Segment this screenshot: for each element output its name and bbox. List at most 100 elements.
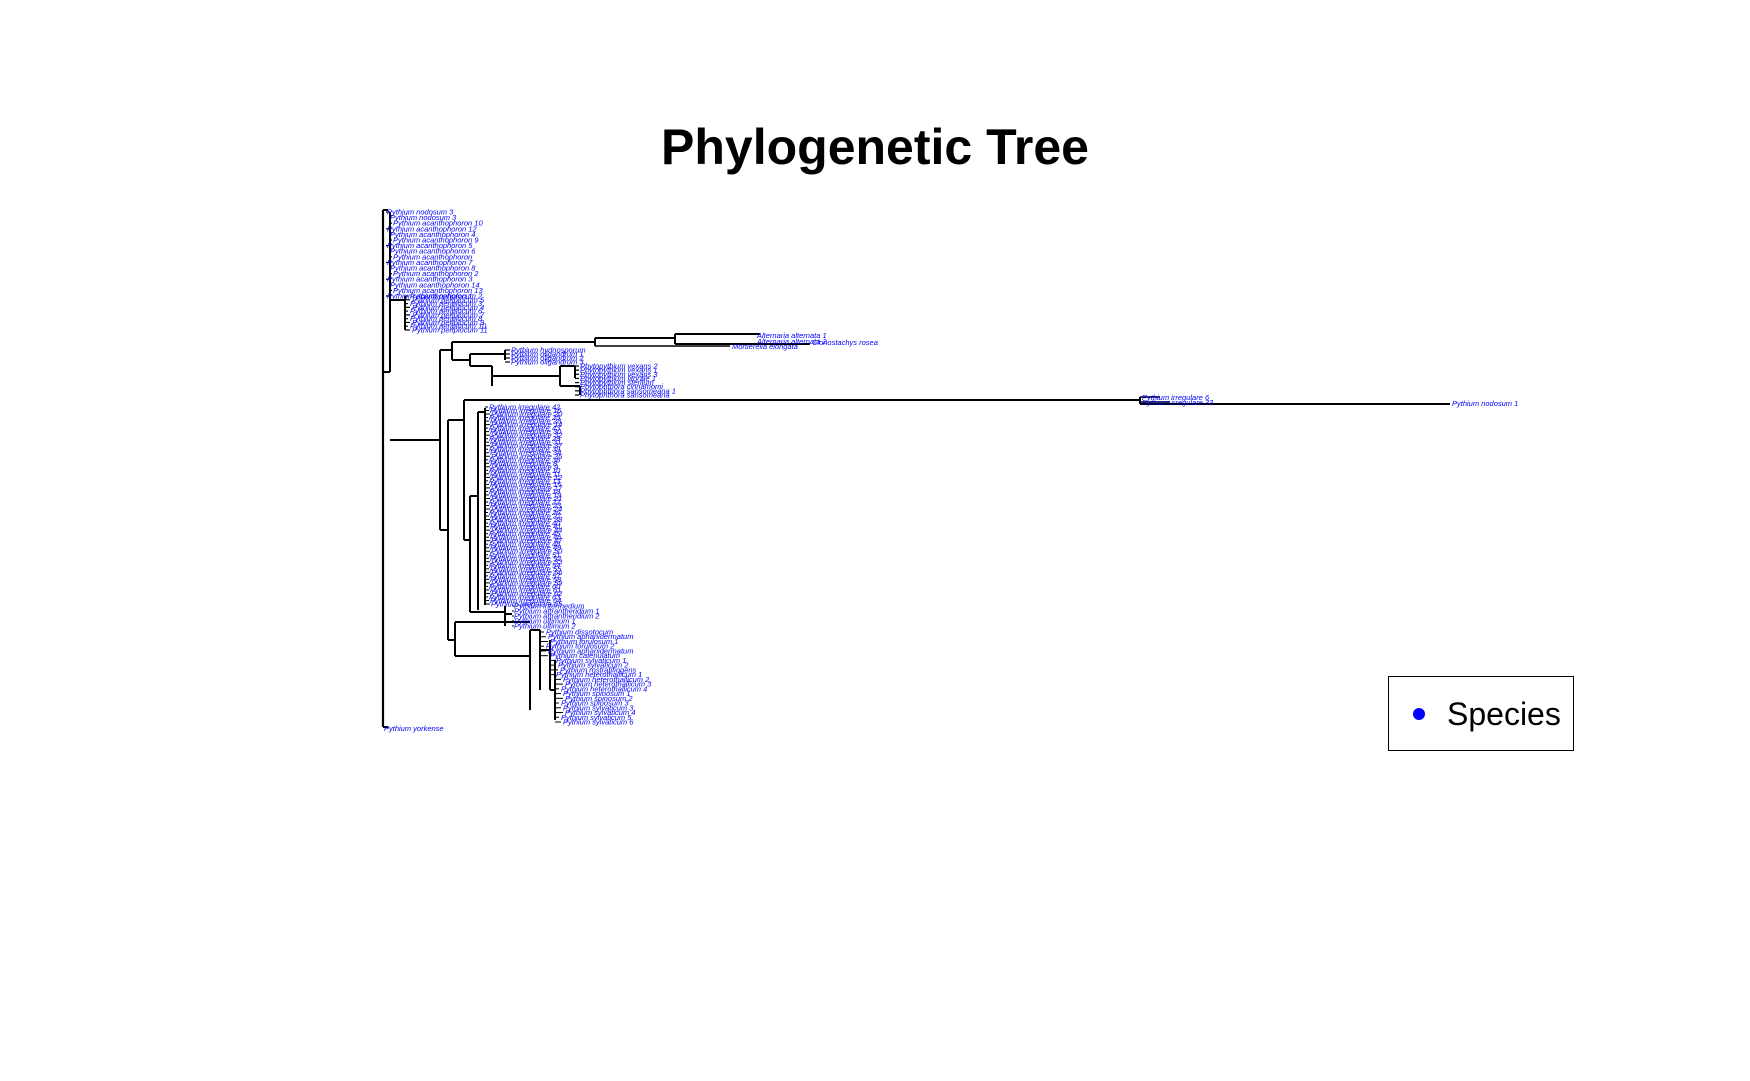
tip-label: Pythium irregulare 33 (1142, 398, 1214, 407)
tip-label: Pythium irregulare 11 (490, 469, 561, 478)
tip-label: Pythium irregulare 53 (491, 557, 563, 566)
tip-label: Alternaria alternata 1 (756, 331, 827, 340)
tip-label: Pythium acanthophoron 6 (390, 247, 476, 256)
tip-label: Pythium irregulare 47 (491, 536, 563, 545)
tip-label: Clonostachys rosea (812, 338, 878, 347)
tip-label: Pythium ultimum 1 (514, 617, 576, 626)
tip-label: Pythium irregulare 21 (491, 494, 562, 503)
tip-label: Pythium irregulare 64 (490, 596, 561, 605)
tip-label: Pythium irregulare 8 (490, 459, 558, 468)
tip-label: Pythium acanthophoron 8 (390, 264, 476, 273)
tip-label: Pythium irregulare 48 (489, 540, 561, 549)
tip-label: Pythium ultimum 2 (514, 622, 577, 631)
tip-label: Pythium periplocum 8 (410, 314, 483, 323)
tip-label: Pythium irregulare 6 (1142, 393, 1210, 402)
tip-label: Pythium heterothallicum 3 (565, 680, 652, 689)
tip-label: Pythium periplocum 11 (412, 326, 488, 335)
tip-label: Pythium irregulare 27 (490, 512, 562, 521)
tip-label: Phytophthora sansomeana (580, 391, 670, 400)
tip-label: Pythium irregulare 37 (491, 441, 563, 450)
tree-branches (381, 209, 1450, 728)
tip-label: Pythium irregulare 29 (489, 434, 561, 443)
tip-label: Pythium irregulare 13 (489, 476, 561, 485)
tip-label: Pythium periplocum 7 (412, 310, 485, 319)
tip-label: Pythium irregulare 34 (490, 448, 561, 457)
tip-label: Phytopythium vexans 3 (580, 370, 658, 379)
tip-label: Pythium sylvaticum 6 (563, 718, 634, 727)
tip-label: Pythium irregulare 45 (489, 529, 561, 538)
tip-label: Pythium irregulare 59 (491, 578, 563, 587)
tip-label: Pythium attrantheridium 1 (514, 607, 599, 616)
tip-label: Pythium acanthophoron 5 (387, 241, 473, 250)
tip-label: Pythium irregulare 55 (490, 564, 562, 573)
tip-label: Pythium sylvaticum 1 (556, 656, 626, 665)
tip-label: Pythium oligandrum 1 (511, 350, 584, 359)
legend-marker-icon (1413, 708, 1425, 720)
tip-label: Pythium acanthophoron (393, 252, 472, 261)
tip-label: Pythium acanthophoron 10 (393, 219, 483, 228)
tip-label: Pythium irregulare 40 (489, 519, 561, 528)
tip-label: Pythium irregulare 56 (491, 568, 563, 577)
tip-label: Pythium irregulare 60 (489, 582, 561, 591)
tip-label: Pythium attrantheridium 2 (514, 612, 600, 621)
tip-label: Pythium irregulare 44 (491, 526, 562, 535)
tip-label: Pythium intermedium (514, 602, 584, 611)
tip-label: Pythium acanthophoron 4 (390, 230, 475, 239)
tip-label: Pythium hydnosporum (511, 346, 586, 355)
tip-label: Pythium irregulare 17 (491, 483, 563, 492)
tip-label: Phytopythium vexans 2 (580, 362, 658, 371)
tip-label: Phytophthora cinnamomi (580, 382, 663, 391)
tip-label: Pythium periplocum 5 (412, 295, 485, 304)
tip-label: Pythium irregulare 25 (489, 413, 561, 422)
tip-label: Pythium heterothallicum 1 (556, 670, 642, 679)
tip-label: Pythium irregulare 14 (491, 420, 562, 429)
tip-label: Pythium sylvaticum 3 (563, 703, 634, 712)
tip-label: Pythium acanthophoron 7 (387, 258, 473, 267)
tip-label: Pythium irregulare 49 (490, 543, 562, 552)
tip-label: Pythium heterothallicum 2 (563, 675, 650, 684)
tip-label: Pythium heterothallicum 4 (561, 684, 647, 693)
tip-label: Pythium oligandrum 2 (511, 354, 584, 363)
tip-label: Pythium periplocum 9 (412, 318, 485, 327)
tip-label: Pythium irregulare 24 (491, 505, 562, 514)
chart-title: Phylogenetic Tree (661, 119, 1089, 175)
tip-label: Pythium nodosum 3 (390, 213, 457, 222)
tip-label: Pythium irregulare 35 (491, 452, 563, 461)
tip-label: Pythium aphanidermatum (548, 632, 633, 641)
tip-label: Pythium irregulare 39 (489, 445, 561, 454)
tip-label: Pythium sylvaticum 2 (558, 661, 629, 670)
tip-label: Pythium irregulare 16 (490, 406, 562, 415)
tip-label: Pythium irregulare 22 (489, 497, 561, 506)
tip-label: Pythium irregulare 57 (489, 571, 561, 580)
legend: Species (1388, 676, 1574, 751)
tip-label: Pythium irregulare 38 (491, 515, 563, 524)
tip-label: Pythium irregulare 61 (490, 585, 561, 594)
tip-label: Pythium torulosum 2 (546, 642, 615, 651)
tip-label: Pythium acanthophoron 1 (387, 292, 472, 301)
tip-label: Pythium periplocum 6 (410, 307, 483, 316)
tip-label: Pythium catenulatum (550, 651, 620, 660)
tip-label: Pythium sylvaticum 5 (561, 713, 632, 722)
tip-label: Pythium irregulare 62 (491, 589, 563, 598)
tip-label: Pythium yorkense (384, 724, 444, 733)
tip-label: Pythium irregulare 30 (490, 427, 562, 436)
tip-label: Pythium spinosum 2 (565, 694, 633, 703)
tip-label: Pythium irregulare 51 (489, 550, 560, 559)
tip-label: Pythium irregulare 50 (491, 547, 563, 556)
tip-label: Pythium irregulare 43 (489, 424, 561, 433)
tip-label: Pythium irregulare 36 (489, 455, 561, 464)
tip-label: Phytophthora sansomeana 1 (580, 386, 676, 395)
tip-label: Pythium irregulare 41 (490, 522, 561, 531)
tip-label: Pythium sylvaticum 4 (565, 708, 635, 717)
tip-label: Pythium nodosum 3 (387, 208, 454, 217)
tip-label: Pythium irregulare 15 (490, 480, 562, 489)
tip-label: Pythium acanthophoron 14 (390, 280, 480, 289)
tip-label: Pythium irregulare 23 (490, 501, 562, 510)
tip-label: Pythium irregulare 18 (489, 487, 561, 496)
tip-label: Pythium acanthophoron 13 (393, 286, 483, 295)
tip-label: Pythium spinosum 3 (561, 699, 629, 708)
tip-label: Phytopythium litorale 1 (580, 374, 656, 383)
tip-label: Pythium oligandrum 3 (511, 358, 584, 367)
